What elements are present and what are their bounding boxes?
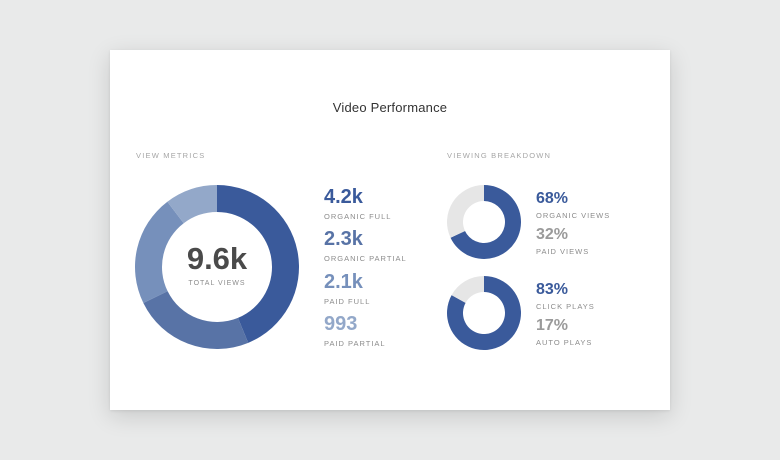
donut-segment-primary (450, 185, 521, 259)
total-views-donut (135, 185, 299, 349)
view-metrics-label: VIEW METRICS (136, 151, 206, 160)
metric-paid-full: 2.1k PAID FULL (324, 272, 370, 306)
click-plays-caption: CLICK PLAYS (536, 302, 595, 311)
metric-caption: PAID PARTIAL (324, 339, 386, 348)
card-title: Video Performance (332, 100, 448, 115)
organic-views-stat: 68% ORGANIC VIEWS (536, 190, 611, 221)
metric-paid-partial: 993 PAID PARTIAL (324, 314, 386, 348)
metric-organic-full: 4.2k ORGANIC FULL (324, 187, 391, 221)
organic-vs-paid-donut (447, 185, 521, 259)
paid-views-stat: 32% PAID VIEWS (536, 226, 590, 257)
video-performance-card: Video Performance VIEW METRICS VIEWING B… (110, 50, 670, 410)
paid-views-caption: PAID VIEWS (536, 247, 590, 256)
donut-segment-secondary (447, 185, 484, 238)
metric-caption: PAID FULL (324, 297, 371, 306)
paid-views-value: 32% (536, 226, 569, 243)
auto-plays-stat: 17% AUTO PLAYS (536, 317, 593, 348)
organic-views-value: 68% (536, 190, 569, 207)
metric-caption: ORGANIC FULL (324, 212, 392, 221)
donut-segment-4 (167, 185, 217, 224)
metric-value: 2.1k (324, 271, 363, 293)
donut-segment-secondary (451, 276, 484, 303)
auto-plays-caption: AUTO PLAYS (536, 338, 593, 347)
donut-segment-3 (135, 201, 184, 304)
click-vs-auto-donut (447, 276, 521, 350)
donut-segment-2 (143, 291, 249, 349)
total-views-center: 9.6k TOTAL VIEWS (135, 185, 299, 349)
click-plays-stat: 83% CLICK PLAYS (536, 281, 595, 312)
auto-plays-value: 17% (536, 317, 569, 334)
metric-value: 4.2k (324, 186, 363, 208)
click-plays-value: 83% (536, 281, 569, 298)
viewing-breakdown-label: VIEWING BREAKDOWN (447, 151, 552, 160)
donut-segment-primary (447, 276, 521, 350)
organic-views-caption: ORGANIC VIEWS (536, 211, 611, 220)
metric-caption: ORGANIC PARTIAL (324, 254, 407, 263)
donut-segment-1 (217, 185, 299, 343)
total-views-value: 9.6k (186, 241, 248, 276)
metric-value: 2.3k (324, 228, 363, 250)
metric-organic-partial: 2.3k ORGANIC PARTIAL (324, 229, 407, 263)
total-views-caption: TOTAL VIEWS (188, 280, 246, 287)
metric-value: 993 (324, 313, 358, 335)
